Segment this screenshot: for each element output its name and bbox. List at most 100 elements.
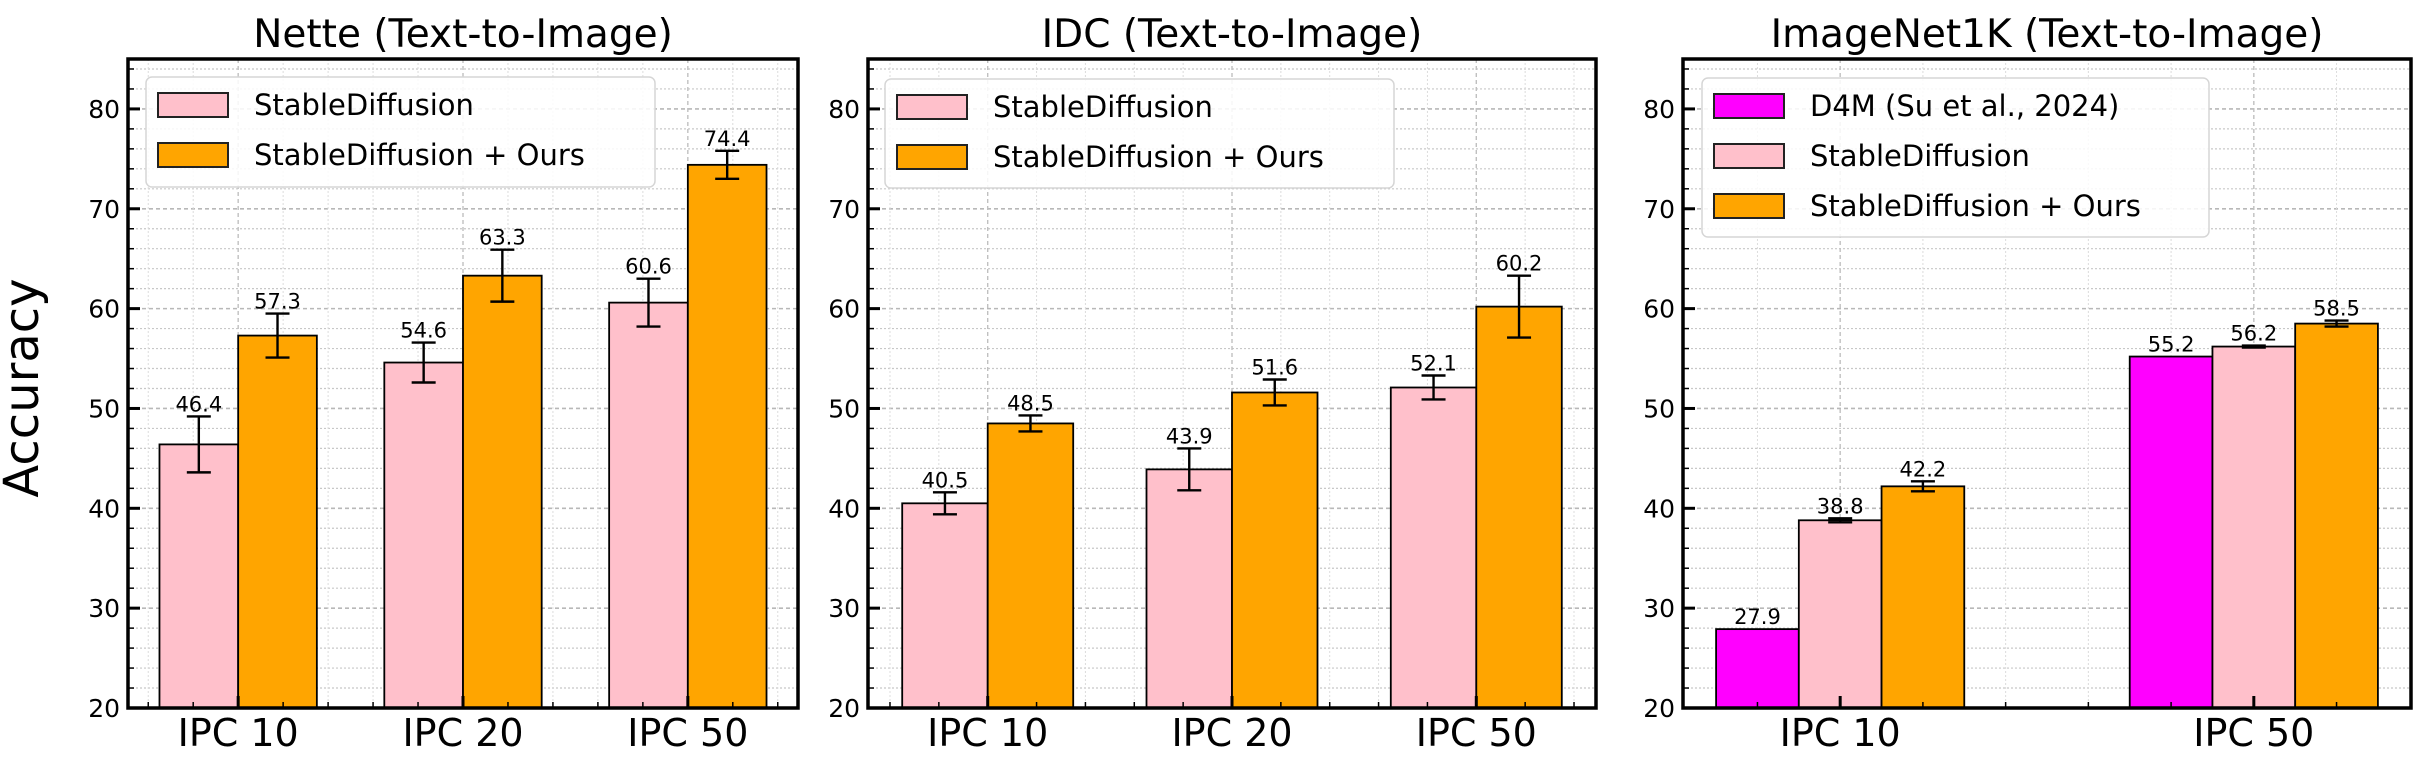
bar-value-label: 57.3 xyxy=(254,290,301,314)
y-tick-label: 30 xyxy=(828,594,860,623)
legend-label: StableDiffusion xyxy=(254,88,474,122)
bar-value-label: 55.2 xyxy=(2148,333,2195,357)
x-tick-label: IPC 10 xyxy=(1780,711,1901,755)
y-tick-label: 20 xyxy=(1643,694,1675,723)
legend-item: StableDiffusion xyxy=(157,88,474,122)
legend-item: StableDiffusion + Ours xyxy=(1713,189,2141,223)
x-tick-label: IPC 20 xyxy=(1171,711,1292,755)
bar xyxy=(1797,519,1883,709)
y-tick-label: 80 xyxy=(828,95,860,124)
legend-box xyxy=(884,78,1395,189)
y-tick-label: 20 xyxy=(828,694,860,723)
chart-panel-1: 46.4 54.6 60.6 57.3 63.3 74.4 20 30 40 50 60 70 80 IP… xyxy=(88,12,800,755)
bar xyxy=(2211,345,2297,709)
legend-item: StableDiffusion xyxy=(896,90,1213,124)
bar xyxy=(2128,355,2214,709)
bar xyxy=(1880,485,1966,709)
panel-title: IDC (Text-to-Image) xyxy=(1042,12,1423,57)
bar-value-label: 58.5 xyxy=(2313,297,2360,321)
legend: StableDiffusion StableDiffusion + Ours xyxy=(884,78,1395,189)
legend-item: StableDiffusion + Ours xyxy=(157,138,585,172)
y-tick-label: 70 xyxy=(1643,195,1675,224)
y-tick-label: 50 xyxy=(88,394,120,423)
bar-value-label: 60.6 xyxy=(625,255,672,279)
y-tick-label: 50 xyxy=(1643,394,1675,423)
legend-swatch xyxy=(1713,93,1785,119)
bar-value-label: 38.8 xyxy=(1817,494,1864,518)
bar-value-label: 56.2 xyxy=(2230,322,2277,346)
bar xyxy=(986,422,1075,709)
bar-value-label: 40.5 xyxy=(922,468,969,492)
legend: StableDiffusion StableDiffusion + Ours xyxy=(145,76,656,188)
x-tick-label: IPC 50 xyxy=(2193,711,2314,755)
bar xyxy=(901,502,989,709)
legend-swatch xyxy=(1713,193,1785,219)
y-tick-label: 40 xyxy=(1643,494,1675,523)
x-tick-label: IPC 10 xyxy=(927,711,1048,755)
bar xyxy=(383,361,464,709)
bar xyxy=(1145,468,1233,709)
legend-label: StableDiffusion + Ours xyxy=(1810,189,2141,223)
legend-label: StableDiffusion xyxy=(1810,139,2030,173)
chart-panel-2: 40.5 43.9 52.1 48.5 51.6 60.2 20 30 40 50 60 70 80 IP… xyxy=(828,12,1598,755)
y-tick-label: 80 xyxy=(88,95,120,124)
x-tick-label: IPC 20 xyxy=(402,711,523,755)
legend-item: D4M (Su et al., 2024) xyxy=(1713,89,2119,123)
legend-label: D4M (Su et al., 2024) xyxy=(1810,89,2119,123)
bar xyxy=(608,301,689,709)
legend: D4M (Su et al., 2024) StableDiffusion Stab… xyxy=(1701,77,2210,238)
bar xyxy=(1475,305,1563,709)
bar-value-label: 42.2 xyxy=(1900,457,1947,481)
bar xyxy=(237,334,318,709)
x-tick-label: IPC 50 xyxy=(1416,711,1537,755)
bar-value-label: 74.4 xyxy=(704,127,751,151)
y-tick-label: 60 xyxy=(1643,295,1675,324)
panel-title: ImageNet1K (Text-to-Image) xyxy=(1771,12,2324,57)
x-tick-label: IPC 10 xyxy=(178,711,299,755)
legend-swatch xyxy=(896,94,968,120)
legend-swatch xyxy=(1713,143,1785,169)
y-tick-label: 30 xyxy=(1643,594,1675,623)
bar-value-label: 60.2 xyxy=(1496,252,1543,276)
bar-value-label: 27.9 xyxy=(1734,605,1781,629)
legend-item: StableDiffusion + Ours xyxy=(896,140,1324,174)
y-tick-label: 20 xyxy=(88,694,120,723)
bar xyxy=(158,443,240,709)
axes-frame xyxy=(1681,57,2413,710)
bar xyxy=(1715,628,1800,709)
bar xyxy=(2294,322,2379,709)
bar xyxy=(686,163,768,709)
y-axis-label: Accuracy xyxy=(0,278,50,498)
legend-swatch xyxy=(157,142,229,168)
bar-value-label: 48.5 xyxy=(1007,391,1054,415)
bar xyxy=(462,274,543,709)
chart-panel-3: 27.9 55.2 38.8 56.2 42.2 58.5 20 30 40 50 60 70 80 IP… xyxy=(1643,12,2413,755)
bar-value-label: 43.9 xyxy=(1166,424,1213,448)
y-tick-label: 40 xyxy=(88,494,120,523)
panel-title: Nette (Text-to-Image) xyxy=(253,12,673,57)
legend-item: StableDiffusion xyxy=(1713,139,2030,173)
legend-swatch xyxy=(157,92,229,118)
y-tick-label: 80 xyxy=(1643,95,1675,124)
bar-value-label: 51.6 xyxy=(1251,356,1298,380)
legend-label: StableDiffusion xyxy=(993,90,1213,124)
bar-value-label: 54.6 xyxy=(400,319,447,343)
legend-box xyxy=(145,76,656,188)
bar xyxy=(1389,386,1478,709)
y-tick-label: 70 xyxy=(828,195,860,224)
legend-swatch xyxy=(896,144,968,170)
y-tick-label: 60 xyxy=(88,295,120,324)
y-tick-label: 70 xyxy=(88,195,120,224)
y-tick-label: 30 xyxy=(88,594,120,623)
legend-label: StableDiffusion + Ours xyxy=(993,140,1324,174)
bar-value-label: 63.3 xyxy=(479,226,526,250)
bar-value-label: 52.1 xyxy=(1410,352,1457,376)
y-tick-label: 60 xyxy=(828,295,860,324)
legend-box xyxy=(1701,77,2210,238)
bar xyxy=(1231,391,1319,709)
legend-label: StableDiffusion + Ours xyxy=(254,138,585,172)
x-tick-label: IPC 50 xyxy=(627,711,748,755)
y-tick-label: 50 xyxy=(828,394,860,423)
